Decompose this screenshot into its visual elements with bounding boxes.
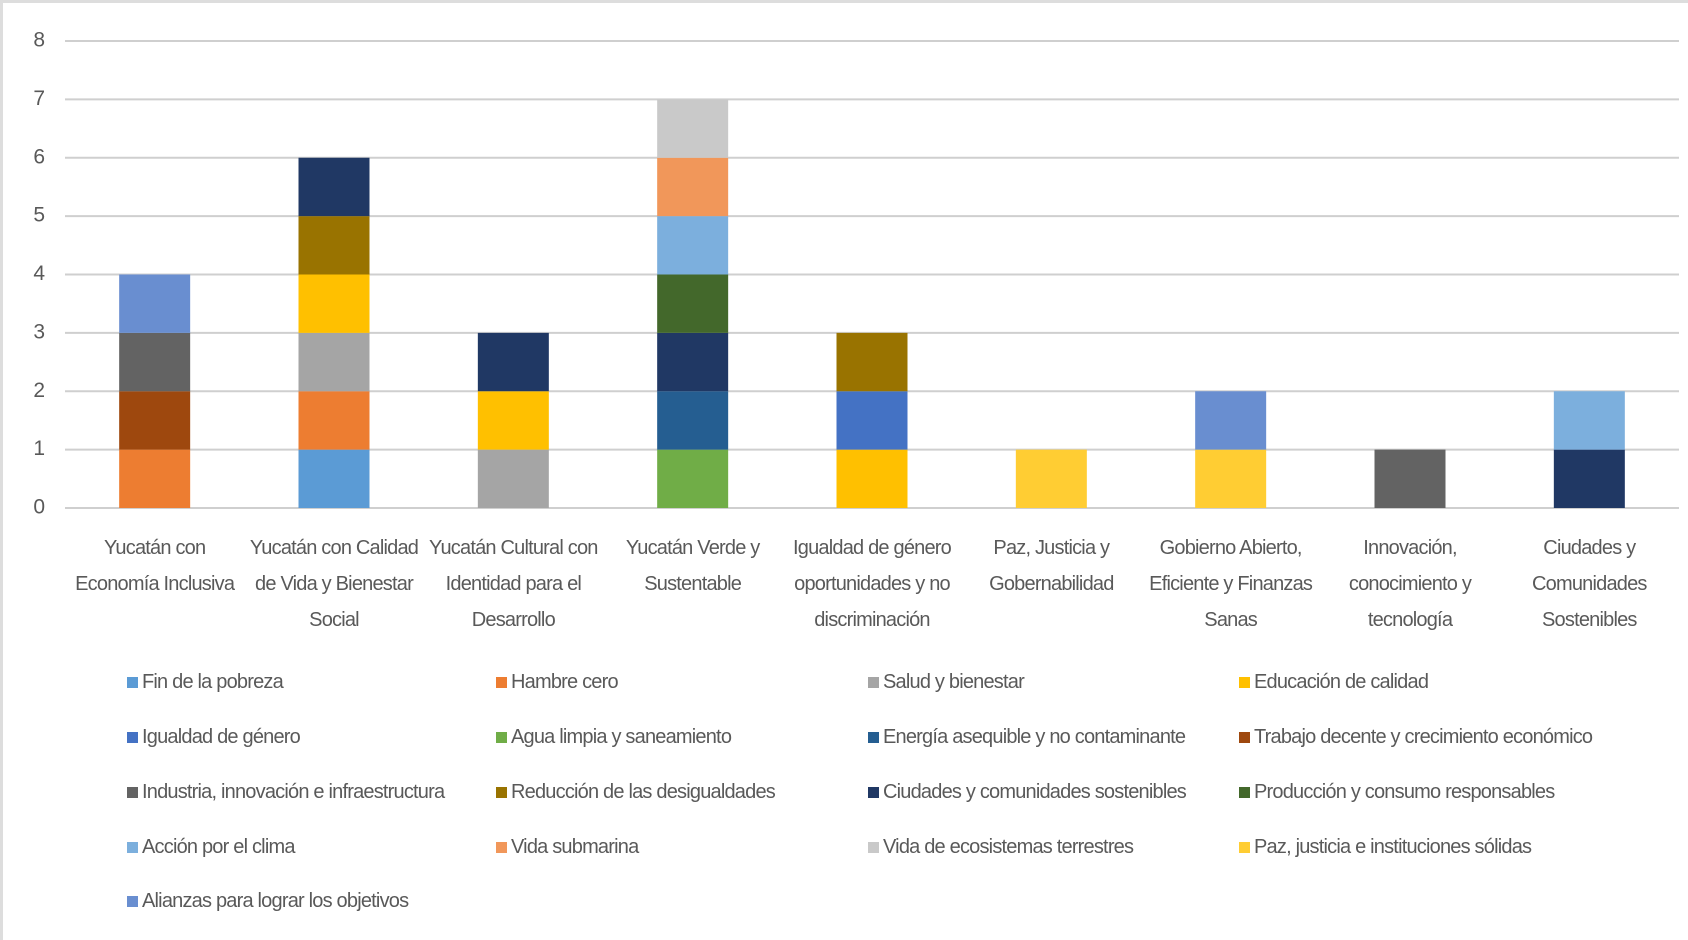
legend-swatch: [868, 787, 879, 798]
bar-segment: [299, 158, 370, 216]
bar-segment: [478, 391, 549, 449]
legend-label: Agua limpia y saneamiento: [511, 726, 731, 749]
legend-entry: Energía asequible y no contaminante: [868, 726, 1185, 749]
legend-swatch: [127, 677, 138, 688]
legend-label: Fin de la pobreza: [142, 671, 283, 694]
legend-entry: Igualdad de género: [127, 726, 300, 749]
x-tick-label: Yucatán con Economía Inclusiva: [67, 530, 243, 602]
legend-label: Producción y consumo responsables: [1254, 781, 1554, 804]
bar-segment: [657, 333, 728, 391]
bar-segment: [119, 333, 190, 391]
bar-segment: [1554, 450, 1625, 508]
x-tick-label: Yucatán Verde y Sustentable: [605, 530, 781, 602]
legend-swatch: [127, 896, 138, 907]
bar-segment: [299, 333, 370, 391]
bar-segment: [478, 333, 549, 391]
legend-swatch: [496, 732, 507, 743]
y-tick-label: 1: [33, 437, 45, 460]
legend-swatch: [127, 842, 138, 853]
legend-label: Vida submarina: [511, 836, 638, 859]
legend-swatch: [868, 732, 879, 743]
bar-segment: [1195, 391, 1266, 449]
legend-label: Trabajo decente y crecimiento económico: [1254, 726, 1592, 749]
y-tick-label: 6: [33, 145, 45, 168]
legend-entry: Acción por el clima: [127, 836, 295, 859]
legend-entry: Agua limpia y saneamiento: [496, 726, 731, 749]
bar-segment: [119, 275, 190, 333]
legend-entry: Educación de calidad: [1239, 671, 1428, 694]
y-tick-label: 3: [33, 320, 45, 343]
legend-entry: Paz, justicia e instituciones sólidas: [1239, 836, 1531, 859]
bar-segment: [657, 450, 728, 508]
legend-entry: Trabajo decente y crecimiento económico: [1239, 726, 1592, 749]
legend-entry: Ciudades y comunidades sostenibles: [868, 781, 1186, 804]
bar-segment: [837, 333, 908, 391]
legend-entry: Vida submarina: [496, 836, 638, 859]
x-tick-label: Yucatán Cultural con Identidad para el D…: [425, 530, 601, 638]
bar-segment: [657, 158, 728, 216]
bar-segment: [657, 275, 728, 333]
bar-segment: [478, 450, 549, 508]
legend-entry: Reducción de las desigualdades: [496, 781, 775, 804]
bar-segment: [299, 391, 370, 449]
legend-entry: Salud y bienestar: [868, 671, 1024, 694]
bar-segment: [657, 216, 728, 274]
legend-swatch: [127, 732, 138, 743]
bar-segment: [1375, 450, 1446, 508]
legend-label: Energía asequible y no contaminante: [883, 726, 1185, 749]
chart: 0 1 2 3 4 5 6 7 8 Yucatán con Economía Inclusiva…: [0, 0, 1688, 940]
y-tick-label: 5: [33, 204, 45, 227]
legend-label: Alianzas para lograr los objetivos: [142, 890, 408, 913]
legend-label: Educación de calidad: [1254, 671, 1428, 694]
y-tick-label: 8: [33, 29, 45, 52]
legend-swatch: [1239, 842, 1250, 853]
legend-swatch: [868, 842, 879, 853]
bar-segment: [657, 99, 728, 157]
legend-swatch: [868, 677, 879, 688]
legend-swatch: [496, 677, 507, 688]
bar-segment: [1016, 450, 1087, 508]
bar-segment: [299, 216, 370, 274]
legend-label: Paz, justicia e instituciones sólidas: [1254, 836, 1531, 859]
bar-segment: [1554, 391, 1625, 449]
bar-segment: [837, 391, 908, 449]
bar-segment: [119, 450, 190, 508]
legend-label: Industria, innovación e infraestructura: [142, 781, 444, 804]
legend-label: Acción por el clima: [142, 836, 295, 859]
legend-swatch: [496, 842, 507, 853]
x-tick-label: Innovación, conocimiento y tecnología: [1322, 530, 1498, 638]
y-tick-label: 2: [33, 379, 45, 402]
legend-swatch: [496, 787, 507, 798]
x-tick-label: Yucatán con Calidad de Vida y Bienestar …: [246, 530, 422, 638]
legend-swatch: [127, 787, 138, 798]
legend-label: Igualdad de género: [142, 726, 300, 749]
y-tick-label: 4: [33, 262, 45, 285]
legend-label: Salud y bienestar: [883, 671, 1024, 694]
bar-segment: [299, 450, 370, 508]
x-tick-label: Ciudades y Comunidades Sostenibles: [1501, 530, 1677, 638]
legend-swatch: [1239, 677, 1250, 688]
legend-label: Ciudades y comunidades sostenibles: [883, 781, 1186, 804]
legend-label: Vida de ecosistemas terrestres: [883, 836, 1133, 859]
bar-segment: [1195, 450, 1266, 508]
legend-swatch: [1239, 732, 1250, 743]
bar-segment: [837, 450, 908, 508]
x-tick-label: Igualdad de género oportunidades y no di…: [784, 530, 960, 638]
bar-segment: [119, 391, 190, 449]
legend-label: Hambre cero: [511, 671, 618, 694]
legend-entry: Hambre cero: [496, 671, 618, 694]
legend-entry: Producción y consumo responsables: [1239, 781, 1554, 804]
legend-entry: Alianzas para lograr los objetivos: [127, 890, 408, 913]
y-tick-label: 7: [33, 87, 45, 110]
legend-swatch: [1239, 787, 1250, 798]
x-tick-label: Paz, Justicia y Gobernabilidad: [963, 530, 1139, 602]
legend-entry: Fin de la pobreza: [127, 671, 283, 694]
legend-label: Reducción de las desigualdades: [511, 781, 775, 804]
legend-entry: Industria, innovación e infraestructura: [127, 781, 444, 804]
legend-entry: Vida de ecosistemas terrestres: [868, 836, 1133, 859]
x-tick-label: Gobierno Abierto, Eficiente y Finanzas S…: [1143, 530, 1319, 638]
bar-segment: [299, 275, 370, 333]
y-tick-label: 0: [33, 496, 45, 519]
bar-segment: [657, 391, 728, 449]
